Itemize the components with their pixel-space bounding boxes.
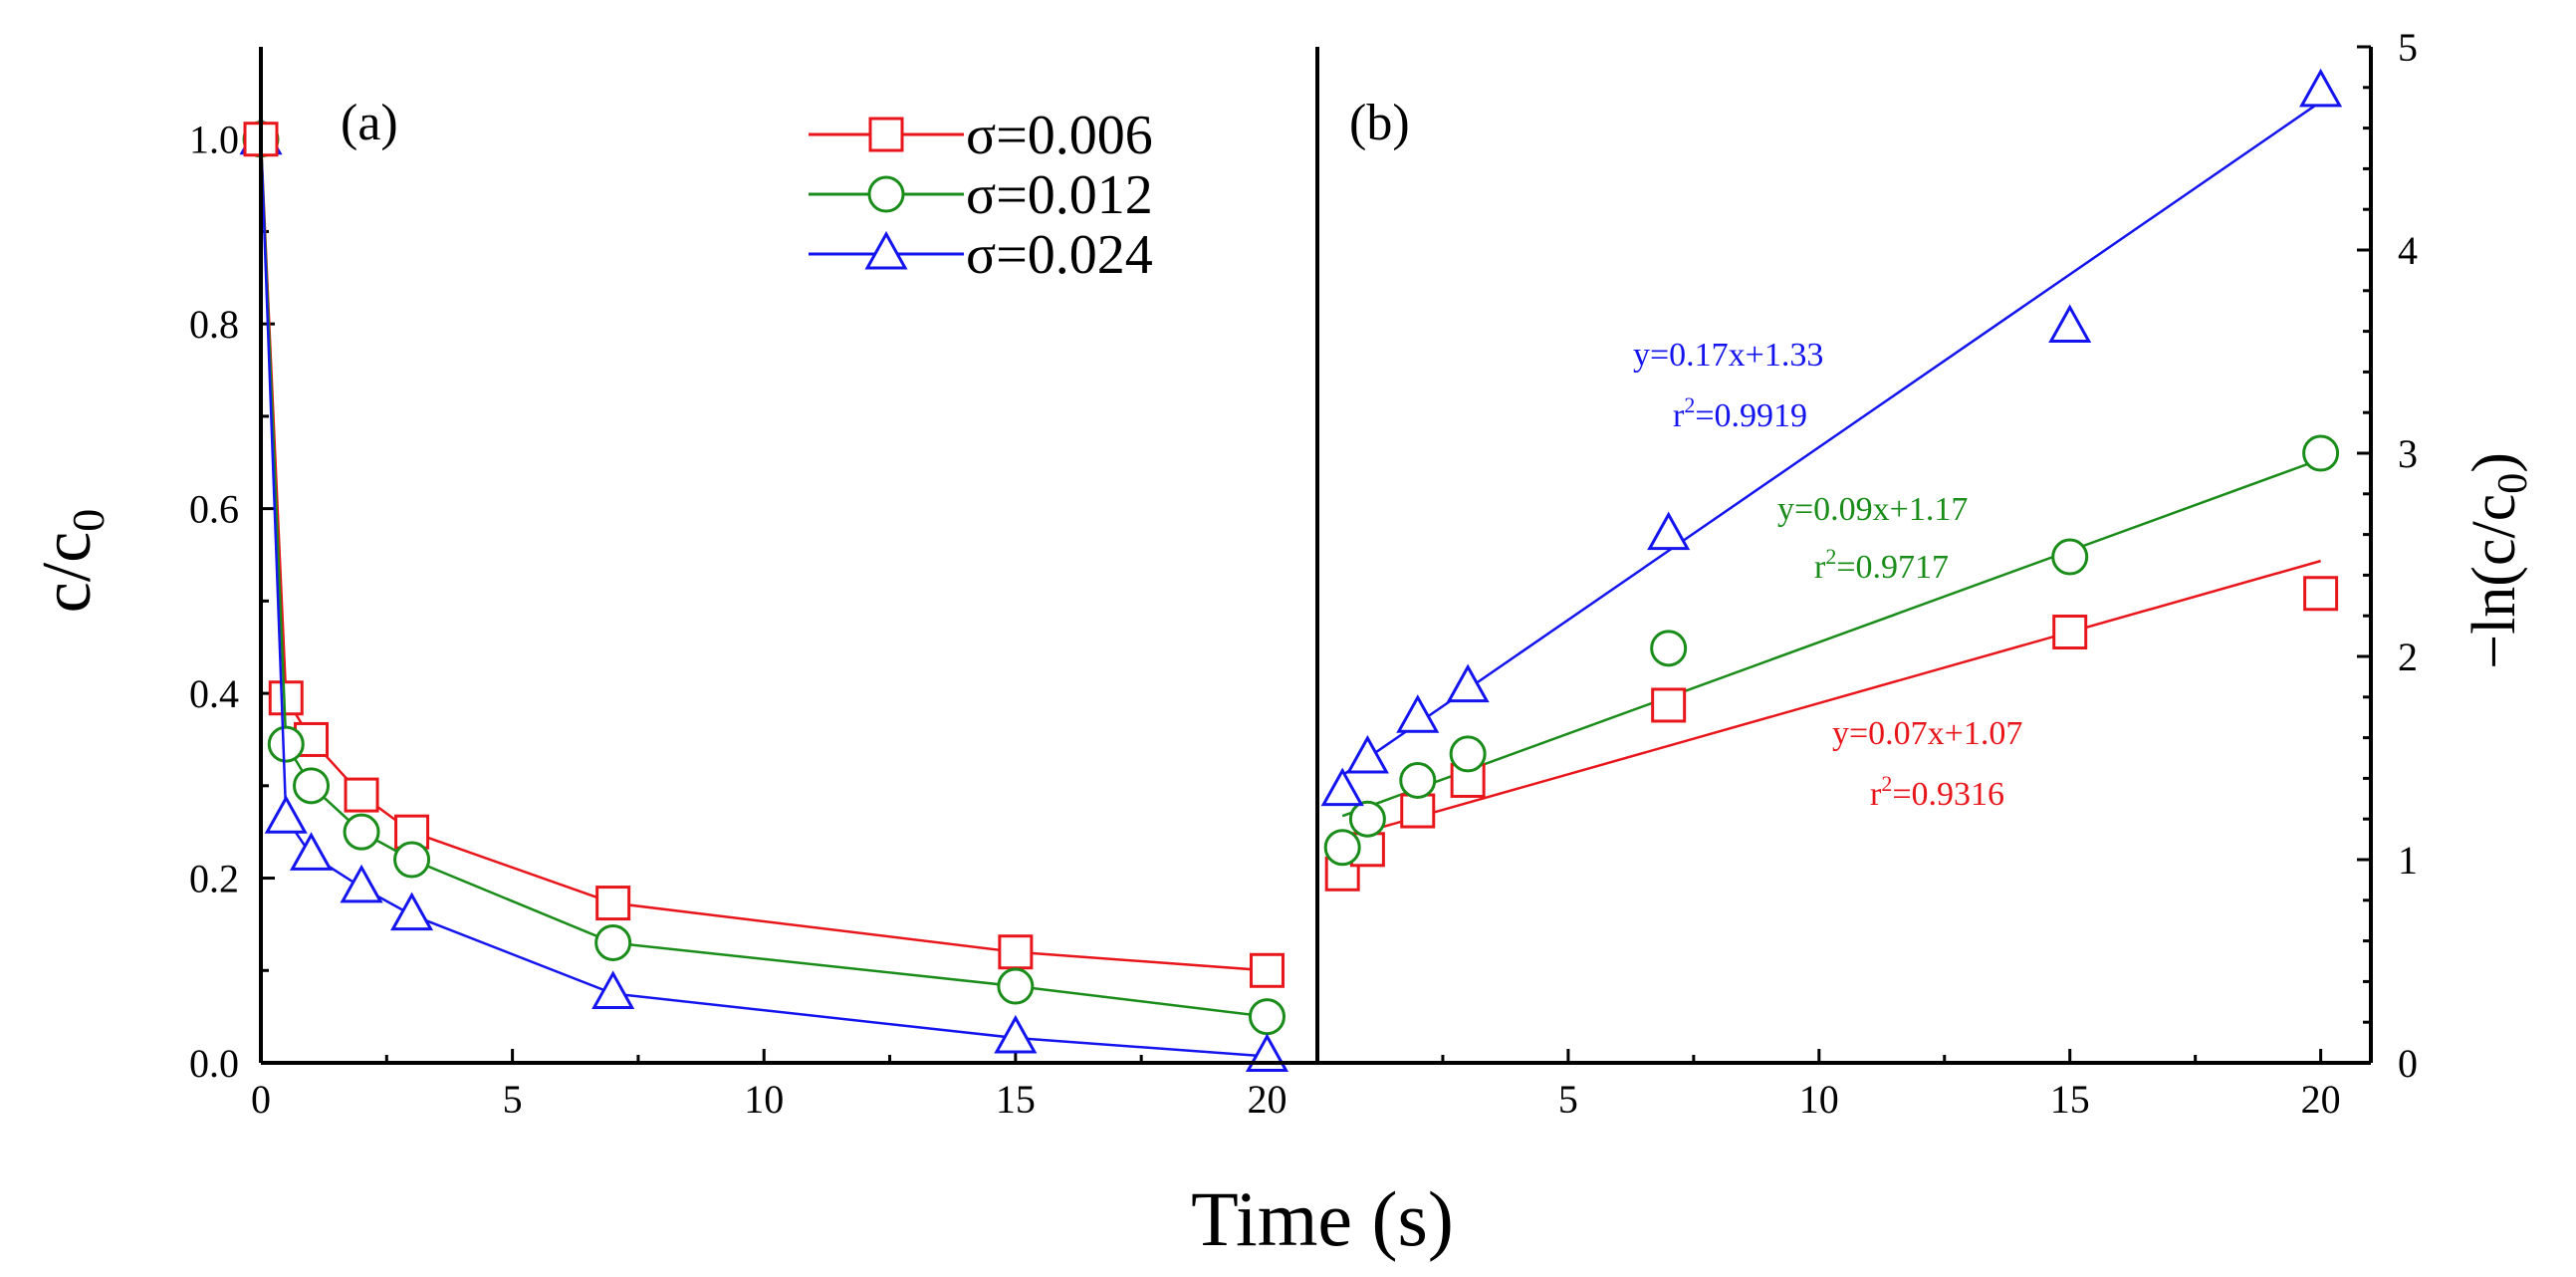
legend-item-s012: σ=0.012 xyxy=(809,164,1153,226)
series-a-s012 xyxy=(259,138,1286,1036)
data-point-s024 xyxy=(1345,734,1389,774)
data-point-s012 xyxy=(2051,538,2089,576)
data-point-s024 xyxy=(2299,68,2343,108)
legend-item-s006: σ=0.006 xyxy=(809,105,1153,166)
panel-a-label: (a) xyxy=(341,95,398,151)
data-point-s006 xyxy=(2052,615,2088,650)
fit-line-s012 xyxy=(1341,457,2322,818)
panel-a-x-ticks: 0 5 10 15 20 xyxy=(251,1049,1287,1122)
panel-b-fit-lines xyxy=(1341,101,2322,840)
data-point-s006 xyxy=(1400,793,1436,829)
series-a-s024 xyxy=(259,138,1289,1073)
data-point-s012 xyxy=(1650,630,1688,667)
data-point-s006 xyxy=(595,886,631,921)
data-point-s024 xyxy=(1396,694,1440,733)
panel-b-y-ticks: 0 1 2 3 4 5 xyxy=(2357,25,2418,1086)
panel-b-x-tick-label: 5 xyxy=(1558,1077,1578,1122)
legend-marker-s024 xyxy=(864,230,908,270)
panel-a-x-tick-label: 20 xyxy=(1247,1077,1287,1122)
panel-b-x-tick-label: 20 xyxy=(2301,1077,2341,1122)
panel-a-x-tick-label: 10 xyxy=(744,1077,784,1122)
fit-r2-s024: r2=0.9919 xyxy=(1673,392,1807,434)
panel-a-y-ticks: 0.0 0.2 0.4 0.6 0.8 1.0 xyxy=(189,118,275,1086)
legend-label-s012: σ=0.012 xyxy=(966,164,1153,226)
data-point-s012 xyxy=(1449,735,1487,773)
x-axis-title: Time (s) xyxy=(1191,1175,1454,1262)
data-point-s012 xyxy=(343,813,380,851)
data-point-s012 xyxy=(1348,800,1386,838)
series-a-s006 xyxy=(259,138,1285,988)
panel-b: 0 1 2 3 4 5 5 10 15 20 (b) −ln(c/c0) y=0.17x+1.3… xyxy=(1320,25,2536,1122)
data-point-s012 xyxy=(1248,998,1286,1036)
data-point-s024 xyxy=(1446,663,1490,703)
panel-b-y-tick-label: 4 xyxy=(2398,228,2418,273)
data-point-s006 xyxy=(268,680,304,716)
fit-r2-s006: r2=0.9316 xyxy=(1870,771,2004,813)
legend-label-s024: σ=0.024 xyxy=(966,224,1153,286)
panel-a-x-tick-label: 15 xyxy=(996,1077,1036,1122)
fit-r2-s012: r2=0.9717 xyxy=(1814,544,1949,586)
panel-a-y-tick-label: 1.0 xyxy=(189,118,239,162)
data-point-s012 xyxy=(293,767,331,805)
fit-equation-s006: y=0.07x+1.07 xyxy=(1832,715,2022,752)
panel-a-y-axis-title: c/c0 xyxy=(29,509,114,614)
panel-b-series xyxy=(1320,68,2343,892)
legend-item-s024: σ=0.024 xyxy=(809,224,1153,286)
panel-b-x-tick-label: 15 xyxy=(2050,1077,2090,1122)
data-point-s006 xyxy=(344,777,379,813)
data-point-s012 xyxy=(594,923,632,961)
series-b-s012 xyxy=(1323,434,2340,867)
fit-line-s006 xyxy=(1341,559,2321,840)
data-point-s012 xyxy=(267,725,305,763)
legend-marker-s006 xyxy=(868,117,904,152)
panel-b-label: (b) xyxy=(1349,95,1410,151)
panel-a-y-tick-label: 0.4 xyxy=(189,671,239,716)
fit-annotation-s012: y=0.09x+1.17 r2=0.9717 xyxy=(1777,491,1968,586)
panel-b-y-tick-label: 0 xyxy=(2398,1041,2418,1086)
data-point-s024 xyxy=(2048,304,2092,344)
panel-b-y-tick-label: 2 xyxy=(2398,635,2418,679)
legend-label-s006: σ=0.006 xyxy=(966,105,1153,166)
data-point-s024 xyxy=(1320,767,1364,807)
panel-b-y-axis-title: −ln(c/c0) xyxy=(2460,452,2536,669)
fit-annotation-s006: y=0.07x+1.07 r2=0.9316 xyxy=(1832,715,2022,813)
panel-b-x-ticks: 5 10 15 20 xyxy=(1441,1049,2341,1122)
panel-b-y-tick-label: 1 xyxy=(2398,838,2418,883)
data-point-s006 xyxy=(2303,576,2339,612)
panel-a-x-tick-label: 0 xyxy=(251,1077,271,1122)
panel-a-y-tick-label: 0.6 xyxy=(189,487,239,532)
panel-a-y-tick-label: 0.0 xyxy=(189,1041,239,1086)
fit-annotation-s024: y=0.17x+1.33 r2=0.9919 xyxy=(1633,337,1823,434)
fit-line-s024 xyxy=(1341,101,2322,777)
panel-a-x-tick-label: 5 xyxy=(503,1077,523,1122)
axes-frame xyxy=(259,47,2373,1065)
data-point-s024 xyxy=(264,795,308,834)
panel-a-y-tick-label: 0.8 xyxy=(189,302,239,347)
panel-b-y-tick-label: 5 xyxy=(2398,25,2418,70)
data-point-s024 xyxy=(1647,511,1691,551)
fit-equation-s024: y=0.17x+1.33 xyxy=(1633,337,1823,374)
data-point-s006 xyxy=(1651,687,1687,723)
data-point-s012 xyxy=(1323,829,1361,867)
data-point-s012 xyxy=(1399,761,1437,799)
data-point-s024 xyxy=(994,1014,1038,1054)
data-point-s024 xyxy=(289,832,334,871)
fit-equation-s012: y=0.09x+1.17 xyxy=(1777,491,1968,528)
data-point-s024 xyxy=(340,864,383,903)
panel-a-y-tick-label: 0.2 xyxy=(189,857,239,901)
data-point-s012 xyxy=(393,841,431,879)
data-point-s006 xyxy=(1249,952,1285,988)
data-point-s012 xyxy=(997,967,1035,1005)
data-point-s006 xyxy=(998,934,1034,970)
data-point-s024 xyxy=(591,970,635,1009)
legend-marker-s012 xyxy=(867,175,905,213)
data-point-s012 xyxy=(2302,434,2340,472)
series-b-s024 xyxy=(1320,68,2343,807)
panel-b-y-tick-label: 3 xyxy=(2398,431,2418,476)
panel-b-x-tick-label: 10 xyxy=(1799,1077,1839,1122)
data-point-s024 xyxy=(390,892,434,931)
